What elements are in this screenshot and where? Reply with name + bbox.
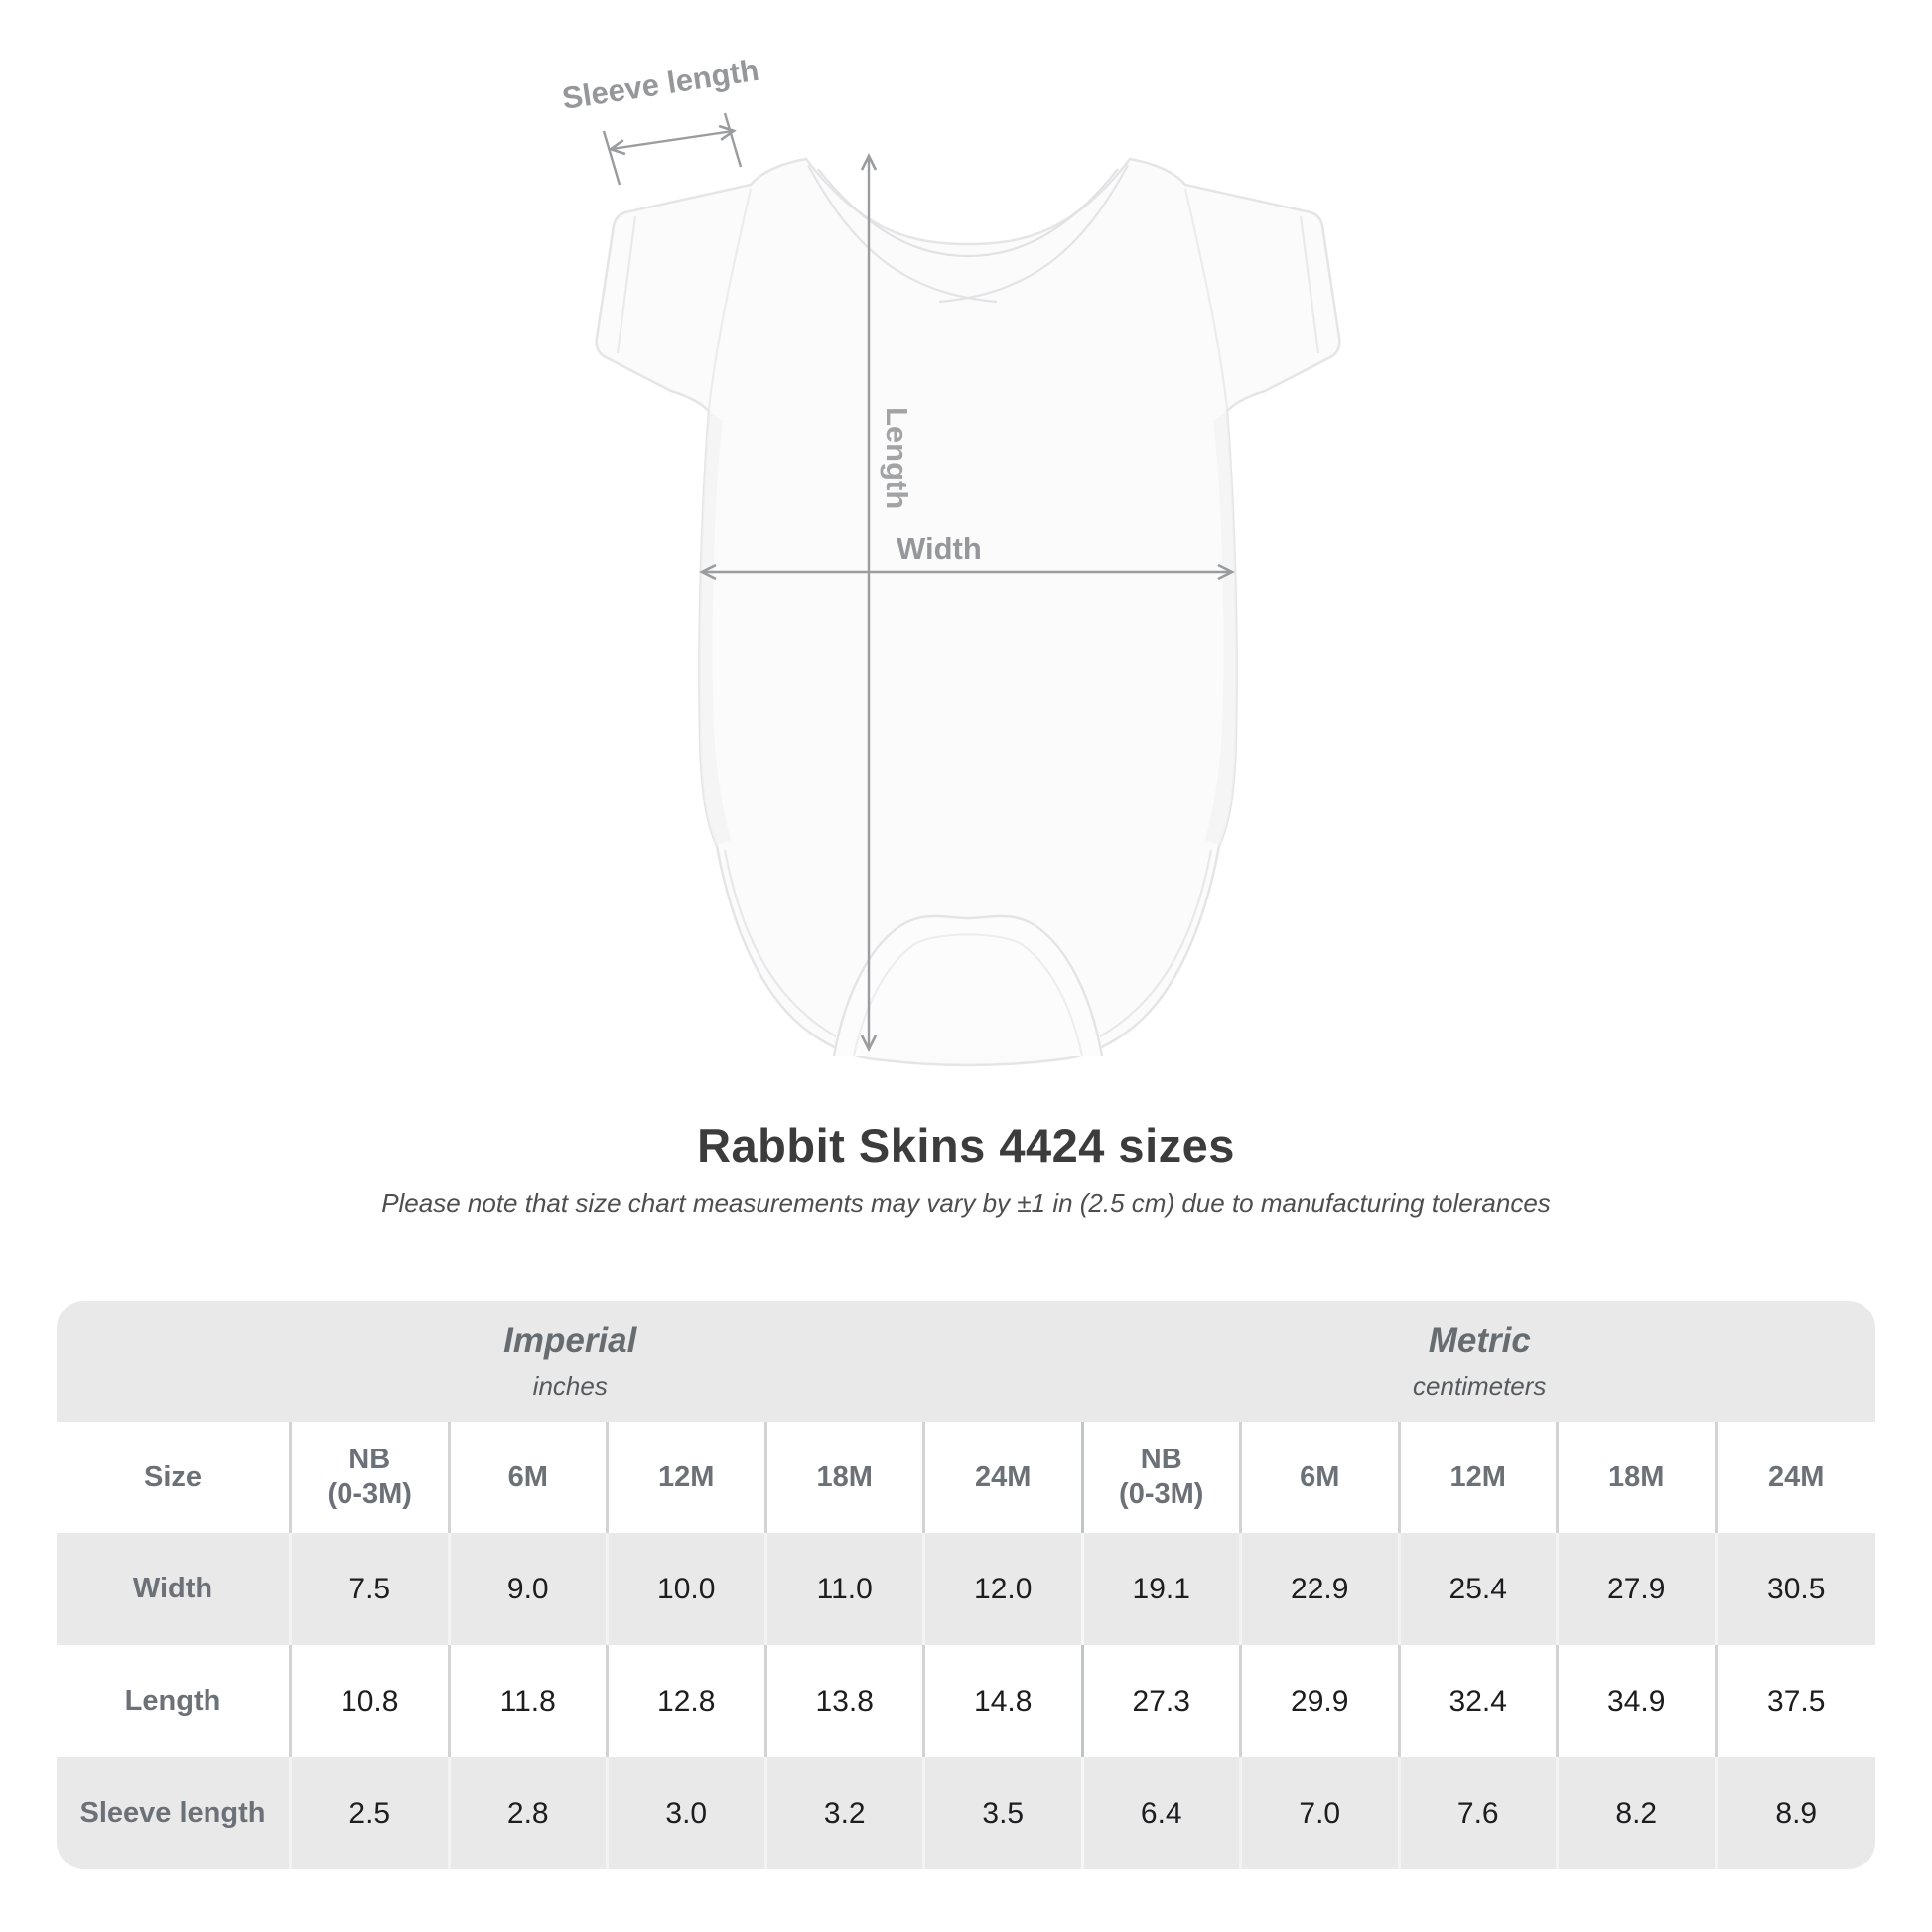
metric-unit-label: centimeters	[1413, 1370, 1547, 1401]
sleeve-nb-imperial: 2.5	[292, 1757, 451, 1869]
col-header-nb-imperial: NB (0-3M)	[292, 1422, 451, 1533]
col-header-text-2: (0-3M)	[1119, 1478, 1204, 1510]
onesie-measurement-diagram: Sleeve length Length Width	[560, 53, 1341, 1067]
width-6m-imperial: 9.0	[450, 1533, 609, 1645]
col-header-text: NB	[348, 1444, 391, 1476]
bodysuit-outline	[595, 157, 1341, 1067]
sleeve-6m-metric: 7.0	[1242, 1757, 1401, 1869]
length-6m-imperial: 11.8	[450, 1645, 609, 1757]
length-12m-metric: 32.4	[1400, 1645, 1559, 1757]
page-title: Rabbit Skins 4424 sizes	[697, 1119, 1235, 1172]
width-12m-imperial: 10.0	[609, 1533, 767, 1645]
col-header-24m-metric: 24M	[1717, 1422, 1875, 1533]
width-nb-metric: 19.1	[1083, 1533, 1242, 1645]
width-label: Width	[897, 531, 982, 566]
metric-label: Metric	[1428, 1320, 1531, 1360]
row-label-width: Width	[57, 1533, 292, 1645]
col-header-text: 24M	[975, 1460, 1032, 1493]
row-label-length: Length	[57, 1645, 292, 1757]
col-header-12m-imperial: 12M	[609, 1422, 767, 1533]
col-header-text: 6M	[1300, 1460, 1340, 1493]
sleeve-12m-metric: 7.6	[1400, 1757, 1559, 1869]
length-18m-imperial: 13.8	[766, 1645, 925, 1757]
col-header-6m-metric: 6M	[1242, 1422, 1401, 1533]
sleeve-18m-imperial: 3.2	[766, 1757, 925, 1869]
col-header-text-2: (0-3M)	[327, 1478, 412, 1510]
col-header-12m-metric: 12M	[1400, 1422, 1559, 1533]
length-12m-imperial: 12.8	[609, 1645, 767, 1757]
onesie-diagram-svg: Sleeve length Length Width	[560, 53, 1341, 1067]
col-header-text: 12M	[1449, 1460, 1506, 1493]
col-header-text: 18M	[1608, 1460, 1665, 1493]
row-label-sleeve-length: Sleeve length	[57, 1757, 292, 1869]
sleeve-6m-imperial: 2.8	[450, 1757, 609, 1869]
col-header-text: 12M	[658, 1460, 715, 1493]
size-column-header: Size	[57, 1422, 292, 1533]
length-nb-metric: 27.3	[1083, 1645, 1242, 1757]
sleeve-12m-imperial: 3.0	[609, 1757, 767, 1869]
col-header-nb-metric: NB (0-3M)	[1083, 1422, 1242, 1533]
length-18m-metric: 34.9	[1559, 1645, 1718, 1757]
sleeve-24m-metric: 8.9	[1717, 1757, 1875, 1869]
width-24m-imperial: 12.0	[925, 1533, 1084, 1645]
width-24m-metric: 30.5	[1717, 1533, 1875, 1645]
col-header-text: NB	[1140, 1444, 1182, 1476]
width-12m-metric: 25.4	[1400, 1533, 1559, 1645]
width-18m-imperial: 11.0	[766, 1533, 925, 1645]
col-header-6m-imperial: 6M	[450, 1422, 609, 1533]
sleeve-length-label: Sleeve length	[560, 53, 761, 116]
sleeve-dimension	[602, 112, 743, 186]
length-label: Length	[880, 407, 914, 509]
size-chart-table: Imperial inches Metric centimeters Size …	[57, 1301, 1875, 1869]
length-24m-imperial: 14.8	[925, 1645, 1084, 1757]
col-header-text: 18M	[816, 1460, 873, 1493]
col-header-24m-imperial: 24M	[925, 1422, 1084, 1533]
width-nb-imperial: 7.5	[292, 1533, 451, 1645]
sleeve-24m-imperial: 3.5	[925, 1757, 1084, 1869]
length-nb-imperial: 10.8	[292, 1645, 451, 1757]
width-6m-metric: 22.9	[1242, 1533, 1401, 1645]
length-24m-metric: 37.5	[1717, 1645, 1875, 1757]
imperial-band: Imperial inches	[57, 1301, 1084, 1422]
col-header-text: 24M	[1768, 1460, 1825, 1493]
col-header-text: 6M	[507, 1460, 548, 1493]
sleeve-18m-metric: 8.2	[1559, 1757, 1718, 1869]
imperial-label: Imperial	[503, 1320, 637, 1360]
width-18m-metric: 27.9	[1559, 1533, 1718, 1645]
sleeve-nb-metric: 6.4	[1083, 1757, 1242, 1869]
length-6m-metric: 29.9	[1242, 1645, 1401, 1757]
page-subtitle: Please note that size chart measurements…	[381, 1188, 1551, 1218]
imperial-unit-label: inches	[532, 1370, 608, 1401]
col-header-18m-metric: 18M	[1559, 1422, 1718, 1533]
metric-band: Metric centimeters	[1083, 1301, 1875, 1422]
col-header-18m-imperial: 18M	[766, 1422, 925, 1533]
